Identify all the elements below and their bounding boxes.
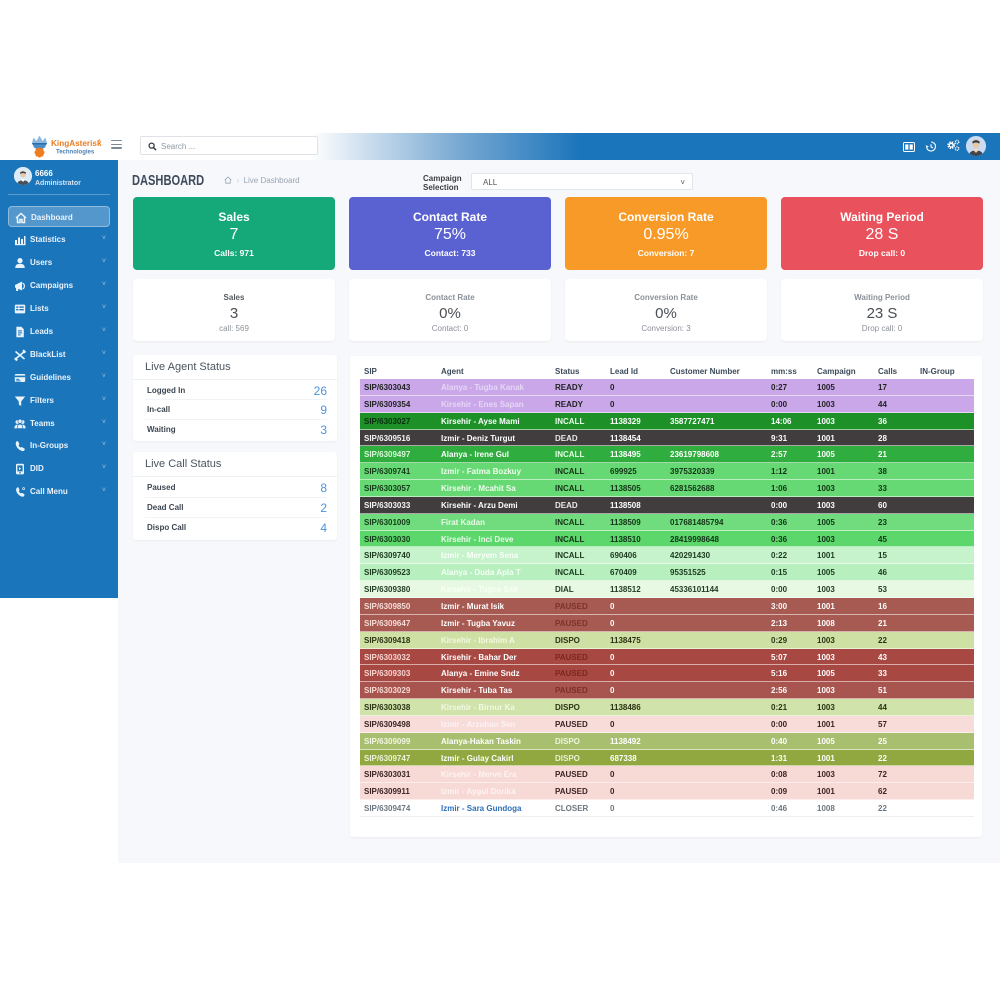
svg-text:®: ® [98, 138, 101, 143]
svg-text:Technologies: Technologies [56, 150, 95, 156]
svg-text:KingAsterisk: KingAsterisk [51, 139, 102, 148]
